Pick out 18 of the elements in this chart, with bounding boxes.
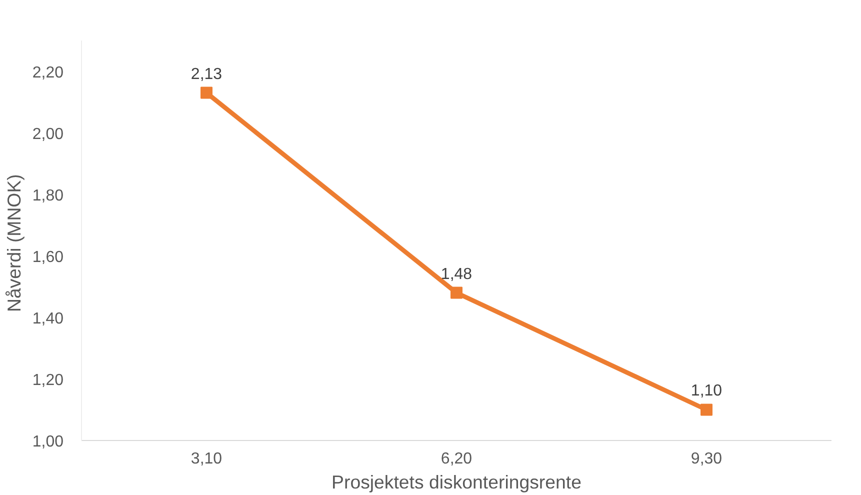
y-tick-label: 1,40 — [32, 310, 64, 328]
y-tick-label: 1,00 — [32, 434, 64, 450]
x-tick-label: 9,30 — [690, 450, 722, 468]
y-tick-label: 2,00 — [32, 126, 64, 143]
y-axis-title: Nåverdi (MNOK) — [3, 174, 24, 312]
data-label: 1,10 — [690, 382, 722, 400]
point — [200, 86, 212, 99]
y-tick-label: 2,20 — [32, 64, 64, 82]
point — [450, 286, 462, 299]
point — [700, 404, 712, 416]
y-tick-label: 1,20 — [32, 372, 64, 389]
y-tick-label: 1,60 — [32, 248, 64, 266]
x-tick-label: 3,10 — [190, 450, 222, 468]
data-label: 2,13 — [190, 66, 222, 83]
y-tick-label: 1,80 — [32, 187, 64, 204]
x-axis-title: Prosjektets diskonteringsrente — [332, 472, 582, 492]
x-tick-label: 6,20 — [440, 450, 472, 468]
data-label: 1,48 — [440, 266, 472, 283]
